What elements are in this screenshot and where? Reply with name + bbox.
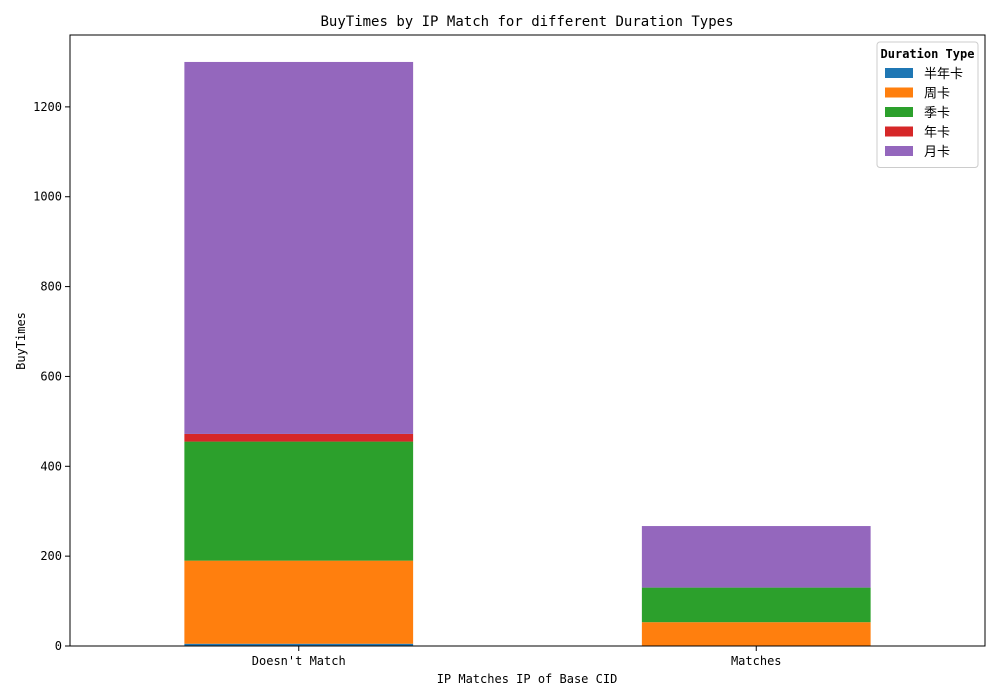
y-tick-label: 800: [40, 280, 62, 294]
bar-segment: [641, 622, 871, 646]
legend-swatch: [885, 126, 913, 137]
legend-swatch: [885, 107, 913, 117]
bar-segment: [184, 441, 414, 561]
bar-segment: [641, 587, 871, 623]
y-axis-label: BuyTimes: [14, 312, 28, 370]
legend-entry-label: 周卡: [924, 87, 950, 102]
legend-entry-label: 年卡: [924, 126, 950, 141]
bar-segment: [184, 433, 414, 442]
legend-swatch: [885, 146, 913, 156]
chart-title: BuyTimes by IP Match for different Durat…: [320, 14, 733, 30]
x-axis: Doesn't Match Matches: [252, 646, 782, 668]
legend-entry-label: 月卡: [924, 145, 950, 160]
legend-entry-label: 半年卡: [924, 67, 963, 82]
legend-swatch: [885, 87, 913, 98]
y-tick-label: 1000: [33, 190, 62, 204]
plot-frame: [69, 34, 986, 647]
x-tick-label: Matches: [731, 654, 782, 668]
legend-swatch: [885, 68, 913, 78]
y-tick-label: 200: [40, 549, 62, 563]
y-tick-label: 0: [55, 639, 62, 653]
bar-segment: [184, 560, 414, 644]
bar-segment: [184, 61, 414, 434]
legend-title: Duration Type: [881, 47, 975, 61]
x-tick-label: Doesn't Match: [252, 654, 346, 668]
plot-area: [184, 61, 871, 646]
bar-segment: [184, 643, 414, 646]
legend-entry-label: 季卡: [924, 106, 950, 121]
y-axis: 0 200 400 600 800 1000 1200: [33, 100, 70, 653]
bar-segment: [641, 526, 871, 588]
y-tick-label: 1200: [33, 100, 62, 114]
y-tick-label: 600: [40, 369, 62, 383]
y-tick-label: 400: [40, 459, 62, 473]
x-axis-label: IP Matches IP of Base CID: [437, 672, 618, 686]
